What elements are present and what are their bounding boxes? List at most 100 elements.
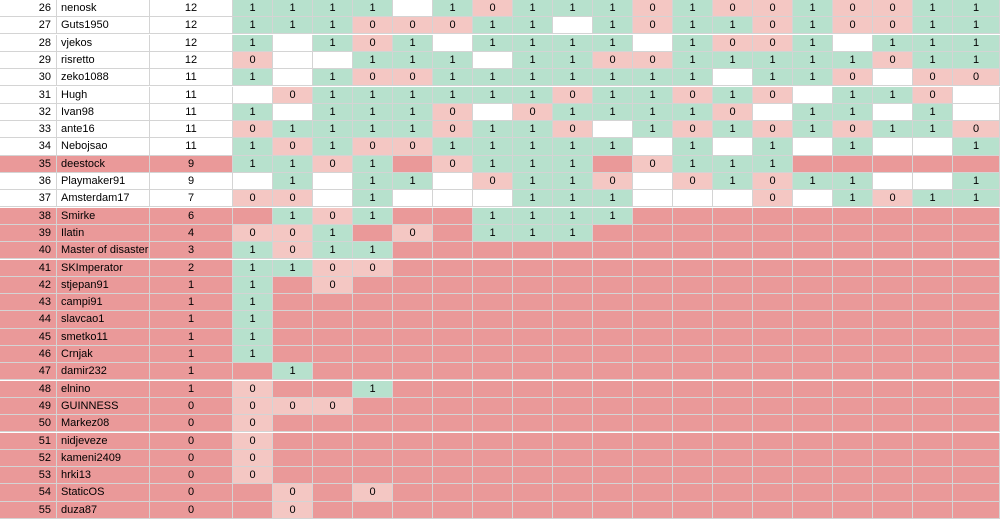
pick-cell[interactable]: 0 <box>273 138 313 156</box>
score-cell[interactable]: 11 <box>150 103 233 121</box>
pick-cell[interactable] <box>353 467 393 485</box>
pick-cell[interactable] <box>313 449 353 467</box>
pick-cell[interactable] <box>473 190 513 208</box>
rank-cell[interactable]: 37 <box>0 190 57 208</box>
pick-cell[interactable] <box>473 397 513 416</box>
pick-cell[interactable] <box>673 397 713 416</box>
pick-cell[interactable] <box>673 484 713 502</box>
pick-cell[interactable]: 1 <box>233 138 273 156</box>
pick-cell[interactable] <box>313 311 353 329</box>
pick-cell[interactable] <box>593 294 633 312</box>
pick-cell[interactable] <box>913 328 953 346</box>
pick-cell[interactable]: 1 <box>713 155 753 173</box>
pick-cell[interactable] <box>593 311 633 329</box>
score-cell[interactable]: 6 <box>150 207 233 225</box>
pick-cell[interactable] <box>673 294 713 312</box>
pick-cell[interactable]: 1 <box>793 0 833 18</box>
pick-cell[interactable] <box>553 397 593 416</box>
pick-cell[interactable] <box>833 34 873 52</box>
pick-cell[interactable] <box>753 242 793 260</box>
player-name-cell[interactable]: Crnjak <box>57 346 150 364</box>
rank-cell[interactable]: 26 <box>0 0 57 18</box>
pick-cell[interactable]: 0 <box>273 242 313 260</box>
rank-cell[interactable]: 55 <box>0 501 57 519</box>
pick-cell[interactable]: 1 <box>553 0 593 18</box>
pick-cell[interactable]: 1 <box>553 69 593 87</box>
pick-cell[interactable] <box>953 276 1000 294</box>
pick-cell[interactable] <box>793 294 833 312</box>
pick-cell[interactable] <box>713 467 753 485</box>
pick-cell[interactable]: 0 <box>393 69 433 87</box>
pick-cell[interactable] <box>433 449 473 467</box>
pick-cell[interactable] <box>393 294 433 312</box>
pick-cell[interactable] <box>593 467 633 485</box>
pick-cell[interactable]: 1 <box>553 138 593 156</box>
pick-cell[interactable] <box>633 432 673 450</box>
pick-cell[interactable]: 1 <box>513 121 553 139</box>
pick-cell[interactable] <box>393 484 433 502</box>
player-name-cell[interactable]: slavcao1 <box>57 311 150 329</box>
pick-cell[interactable] <box>633 501 673 519</box>
score-cell[interactable]: 12 <box>150 17 233 35</box>
pick-cell[interactable] <box>873 380 913 398</box>
pick-cell[interactable]: 1 <box>313 103 353 121</box>
pick-cell[interactable] <box>433 432 473 450</box>
pick-cell[interactable] <box>673 328 713 346</box>
rank-cell[interactable]: 29 <box>0 51 57 70</box>
pick-cell[interactable] <box>673 259 713 277</box>
score-cell[interactable]: 12 <box>150 34 233 52</box>
pick-cell[interactable] <box>713 484 753 502</box>
pick-cell[interactable] <box>913 138 953 156</box>
score-cell[interactable]: 1 <box>150 311 233 329</box>
pick-cell[interactable] <box>273 294 313 312</box>
pick-cell[interactable]: 1 <box>793 69 833 87</box>
score-cell[interactable]: 0 <box>150 501 233 519</box>
pick-cell[interactable]: 1 <box>593 207 633 225</box>
pick-cell[interactable] <box>753 380 793 398</box>
pick-cell[interactable]: 0 <box>233 467 273 485</box>
pick-cell[interactable] <box>873 224 913 243</box>
score-cell[interactable]: 2 <box>150 259 233 277</box>
pick-cell[interactable]: 0 <box>833 17 873 35</box>
pick-cell[interactable] <box>353 224 393 243</box>
pick-cell[interactable] <box>833 346 873 364</box>
pick-cell[interactable]: 0 <box>913 69 953 87</box>
pick-cell[interactable]: 1 <box>673 138 713 156</box>
pick-cell[interactable]: 0 <box>353 17 393 35</box>
pick-cell[interactable] <box>833 501 873 519</box>
pick-cell[interactable] <box>953 484 1000 502</box>
player-name-cell[interactable]: Ivan98 <box>57 103 150 121</box>
score-cell[interactable]: 1 <box>150 328 233 346</box>
pick-cell[interactable] <box>753 501 793 519</box>
pick-cell[interactable]: 1 <box>233 311 273 329</box>
pick-cell[interactable] <box>873 69 913 87</box>
pick-cell[interactable] <box>793 432 833 450</box>
pick-cell[interactable]: 1 <box>633 121 673 139</box>
pick-cell[interactable] <box>313 380 353 398</box>
pick-cell[interactable] <box>313 190 353 208</box>
pick-cell[interactable]: 1 <box>593 138 633 156</box>
pick-cell[interactable]: 1 <box>553 190 593 208</box>
score-cell[interactable]: 1 <box>150 380 233 398</box>
pick-cell[interactable] <box>513 328 553 346</box>
pick-cell[interactable] <box>913 380 953 398</box>
pick-cell[interactable]: 1 <box>513 69 553 87</box>
pick-cell[interactable] <box>553 415 593 433</box>
pick-cell[interactable]: 0 <box>833 121 873 139</box>
pick-cell[interactable] <box>713 224 753 243</box>
pick-cell[interactable] <box>393 259 433 277</box>
pick-cell[interactable]: 1 <box>793 34 833 52</box>
pick-cell[interactable] <box>833 276 873 294</box>
pick-cell[interactable] <box>593 121 633 139</box>
pick-cell[interactable]: 1 <box>233 103 273 121</box>
score-cell[interactable]: 11 <box>150 69 233 87</box>
score-cell[interactable]: 0 <box>150 467 233 485</box>
pick-cell[interactable] <box>793 311 833 329</box>
score-cell[interactable]: 12 <box>150 0 233 18</box>
pick-cell[interactable] <box>513 346 553 364</box>
pick-cell[interactable]: 0 <box>553 121 593 139</box>
pick-cell[interactable] <box>713 449 753 467</box>
pick-cell[interactable]: 1 <box>233 0 273 18</box>
rank-cell[interactable]: 54 <box>0 484 57 502</box>
pick-cell[interactable]: 1 <box>833 103 873 121</box>
